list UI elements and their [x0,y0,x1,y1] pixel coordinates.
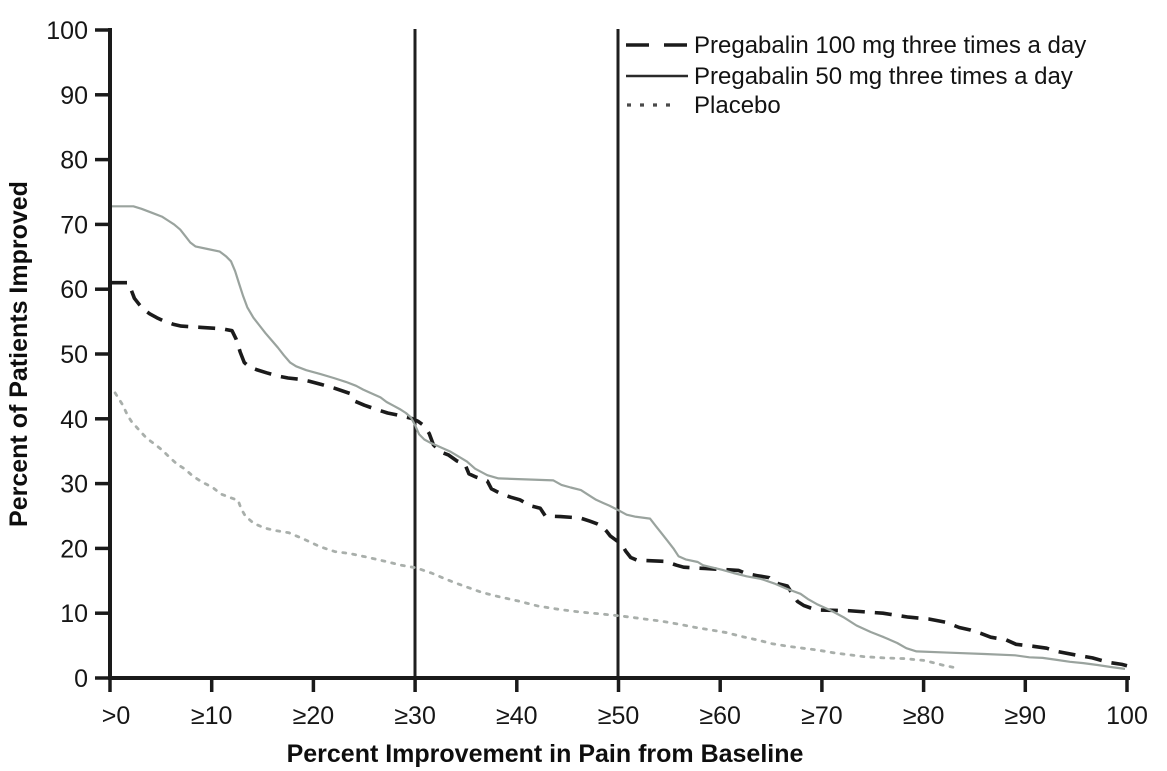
x-tick-label: ≥40 [496,702,538,730]
x-tick-label: ≥10 [191,702,233,730]
x-tick-label: >0 [102,702,131,730]
y-axis-title: Percent of Patients Improved [5,181,33,527]
curve-pregabalin-50-mg-three-times-a-day [110,205,1126,670]
x-tick-label: ≥50 [598,702,640,730]
y-tick-label: 10 [60,600,88,628]
x-tick-label: ≥80 [903,702,945,730]
series-curves [110,205,1128,670]
x-tick-label: ≥60 [699,702,741,730]
reference-lines [413,29,620,676]
x-tick-label: 100 [1106,702,1148,730]
y-tick-label: 40 [60,406,88,434]
x-tick-label: ≥90 [1005,702,1047,730]
legend-item-pregabalin-50: Pregabalin 50 mg three times a day [626,63,1073,90]
y-tick-label: 50 [60,341,88,369]
x-tick-label: ≥30 [394,702,436,730]
legend-label-pregabalin-50: Pregabalin 50 mg three times a day [694,63,1073,90]
y-tick-label: 20 [60,535,88,563]
x-axis-title: Percent Improvement in Pain from Baselin… [287,740,804,768]
legend-label-pregabalin-100: Pregabalin 100 mg three times a day [694,32,1086,59]
y-tick-label: 30 [60,471,88,499]
legend-item-pregabalin-100: Pregabalin 100 mg three times a day [626,32,1086,59]
curve-pregabalin-100-mg-three-times-a-day [110,280,1128,668]
x-tick-labels: >0 ≥10 ≥20 ≥30 ≥40 ≥50 ≥60 ≥70 ≥80 ≥90 100 [102,702,1148,730]
y-tick-label: 80 [60,147,88,175]
legend-item-placebo: Placebo [627,92,781,119]
legend-label-placebo: Placebo [694,92,781,119]
legend: Pregabalin 100 mg three times a day Preg… [626,32,1086,119]
y-tick-label: 70 [60,211,88,239]
y-tick-label: 60 [60,276,88,304]
y-tick-label: 0 [74,665,88,693]
x-ticks [108,678,1129,692]
y-tick-label: 100 [46,17,88,45]
y-tick-label: 90 [60,82,88,110]
x-tick-label: ≥20 [293,702,335,730]
y-tick-labels: 0 10 20 30 40 50 60 70 80 90 100 [46,17,88,693]
y-ticks [95,28,109,680]
x-tick-label: ≥70 [801,702,843,730]
curve-placebo [113,391,957,669]
